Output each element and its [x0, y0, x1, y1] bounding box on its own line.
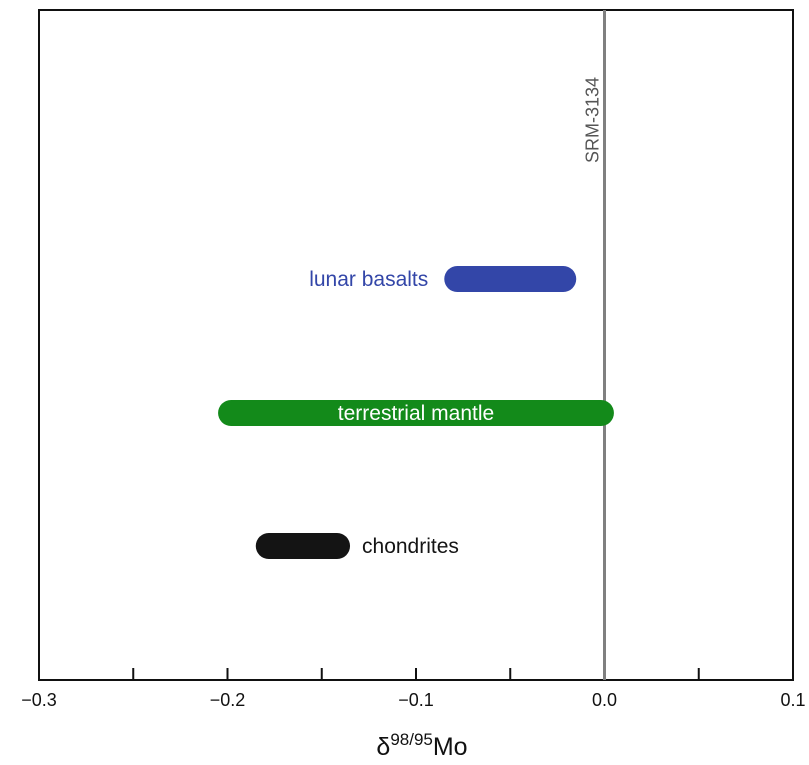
range-bar-chondrites — [255, 533, 351, 559]
x-axis-title-superscript: 98/95 — [390, 730, 433, 749]
x-axis-ticks — [38, 668, 794, 680]
x-axis-title: δ98/95Mo — [376, 730, 467, 761]
range-label-terrestrial-mantle: terrestrial mantle — [338, 402, 494, 425]
x-axis-title-suffix: Mo — [433, 733, 468, 761]
x-axis-title-base: δ — [376, 733, 390, 761]
range-bars: lunar basalts terrestrial mantle chondrite… — [218, 266, 614, 559]
x-tick-label: 0.0 — [592, 690, 617, 710]
x-tick-label: −0.3 — [21, 690, 57, 710]
x-tick-label: −0.2 — [210, 690, 246, 710]
plot-frame — [38, 9, 794, 681]
x-tick-label: 0.1 — [780, 690, 805, 710]
range-bar-lunar-basalts — [444, 266, 577, 292]
reference-line-label: SRM-3134 — [583, 77, 603, 163]
x-axis-tick-labels: −0.3 −0.2 −0.1 0.0 0.1 — [21, 690, 805, 710]
x-tick-label: −0.1 — [398, 690, 434, 710]
range-label-chondrites: chondrites — [362, 535, 459, 558]
range-bar-terrestrial-mantle — [218, 400, 614, 426]
range-label-lunar-basalts: lunar basalts — [309, 268, 428, 291]
